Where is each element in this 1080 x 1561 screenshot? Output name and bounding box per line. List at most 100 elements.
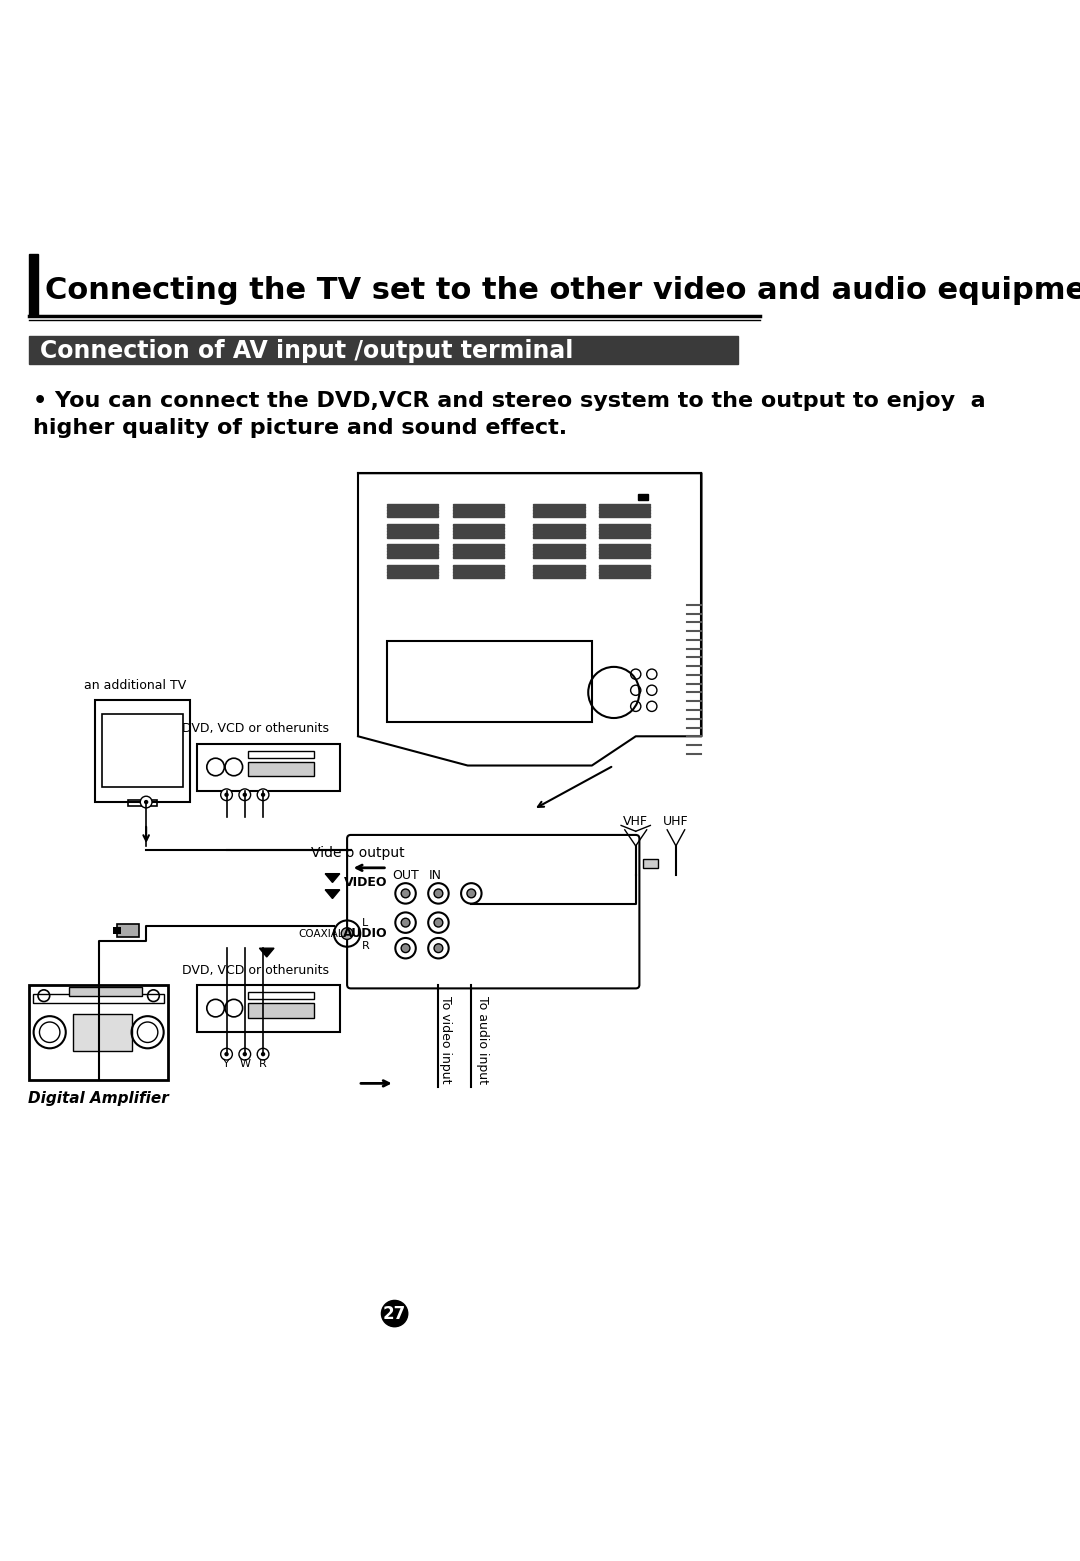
Text: Connection of AV input /output terminal: Connection of AV input /output terminal (40, 339, 573, 364)
Circle shape (239, 788, 251, 801)
Text: an additional TV: an additional TV (84, 679, 187, 692)
Bar (453, 506, 504, 509)
Bar (534, 545, 584, 546)
Bar (599, 506, 650, 509)
Circle shape (434, 890, 443, 898)
Circle shape (434, 918, 443, 927)
Text: Y: Y (224, 1058, 230, 1069)
Circle shape (341, 927, 353, 940)
Bar (599, 568, 650, 570)
Bar (388, 529, 438, 532)
Bar (599, 556, 650, 557)
Bar (453, 524, 504, 526)
Text: AUDIO: AUDIO (343, 927, 388, 940)
Bar (534, 565, 584, 567)
Bar (388, 545, 438, 546)
Bar (69, 987, 143, 996)
Bar (388, 506, 438, 509)
Text: To audio input: To audio input (476, 996, 489, 1083)
Bar (73, 1015, 132, 1051)
Circle shape (401, 890, 410, 898)
Bar (599, 512, 650, 514)
Bar (248, 993, 314, 999)
Bar (388, 553, 438, 556)
Polygon shape (325, 890, 340, 899)
Circle shape (239, 1049, 251, 1060)
Bar (599, 551, 650, 553)
Circle shape (225, 1052, 229, 1057)
Bar (534, 548, 584, 549)
Bar (534, 553, 584, 556)
Bar (95, 699, 190, 802)
Bar (453, 545, 504, 546)
Bar (388, 512, 438, 514)
Bar (453, 515, 504, 517)
Circle shape (243, 1052, 247, 1057)
Bar (534, 576, 584, 579)
Bar (534, 524, 584, 526)
Bar (388, 574, 438, 576)
Bar (534, 528, 584, 529)
Text: • You can connect the DVD,VCR and stereo system to the output to enjoy  a: • You can connect the DVD,VCR and stereo… (32, 392, 986, 412)
Bar (636, 462, 650, 503)
Bar (534, 551, 584, 553)
Text: UHF: UHF (663, 815, 689, 827)
Text: R: R (259, 1058, 267, 1069)
Bar (388, 515, 438, 517)
Bar (599, 545, 650, 546)
Bar (29, 985, 168, 1080)
Bar (534, 504, 584, 506)
Bar (534, 556, 584, 557)
Bar (248, 751, 314, 759)
Text: VHF: VHF (623, 815, 648, 827)
Bar (388, 535, 438, 537)
Bar (29, 336, 738, 364)
Bar (388, 532, 438, 534)
Circle shape (257, 1049, 269, 1060)
Bar (453, 529, 504, 532)
Circle shape (261, 793, 266, 798)
Bar (29, 254, 38, 317)
Bar (599, 504, 650, 506)
Bar (388, 551, 438, 553)
Polygon shape (325, 874, 340, 882)
Bar (599, 528, 650, 529)
Bar (534, 529, 584, 532)
Bar (534, 506, 584, 509)
Bar (388, 548, 438, 549)
Bar (534, 574, 584, 576)
Bar (388, 568, 438, 570)
Bar (388, 576, 438, 579)
Bar (453, 548, 504, 549)
Bar (453, 532, 504, 534)
Text: OUT: OUT (392, 868, 419, 882)
Circle shape (225, 793, 229, 798)
Text: COAXIAL: COAXIAL (299, 929, 345, 938)
Bar (599, 574, 650, 576)
Bar (599, 548, 650, 549)
Bar (534, 532, 584, 534)
Bar (453, 528, 504, 529)
Bar (388, 524, 438, 526)
Bar (198, 743, 340, 791)
Bar (453, 556, 504, 557)
Text: higher quality of picture and sound effect.: higher quality of picture and sound effe… (32, 418, 567, 439)
Bar (388, 556, 438, 557)
Circle shape (434, 944, 443, 952)
Text: Digital Amplifier: Digital Amplifier (28, 1091, 170, 1105)
Bar (248, 1004, 314, 1018)
Bar (453, 565, 504, 567)
Bar (534, 571, 584, 573)
Bar (198, 985, 340, 1032)
Bar (453, 551, 504, 553)
Text: Connecting the TV set to the other video and audio equipment: Connecting the TV set to the other video… (45, 276, 1080, 304)
Text: 27: 27 (383, 1305, 406, 1322)
Bar (453, 553, 504, 556)
Bar (599, 532, 650, 534)
Bar (599, 529, 650, 532)
Circle shape (220, 788, 232, 801)
Bar (534, 515, 584, 517)
Bar (32, 994, 164, 1004)
Bar (599, 515, 650, 517)
Circle shape (220, 1049, 232, 1060)
